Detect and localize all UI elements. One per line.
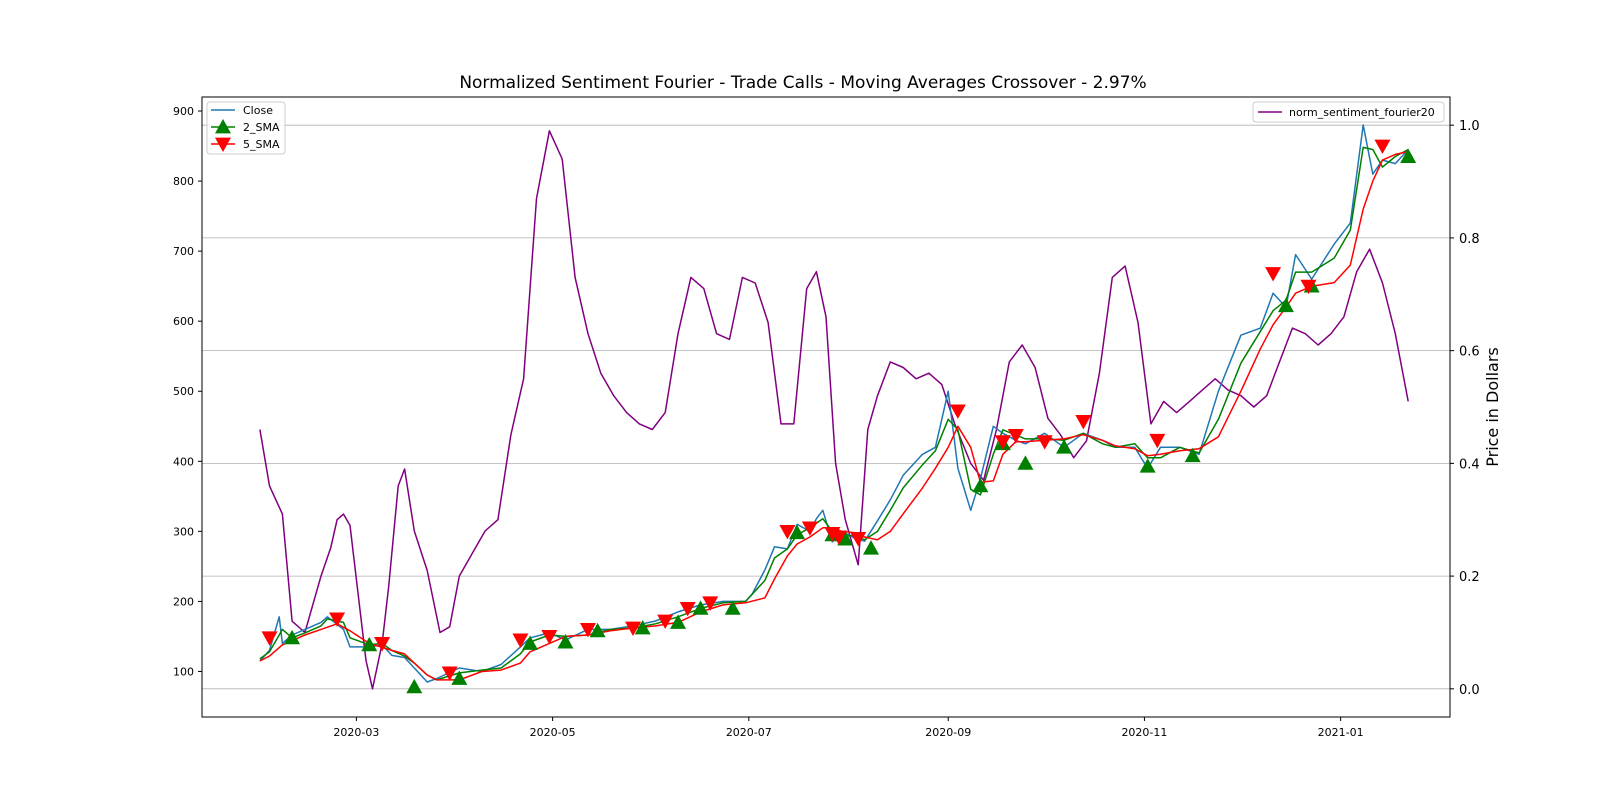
- sell-signal-marker: [541, 630, 558, 645]
- buy-signal-marker: [1277, 297, 1294, 313]
- buy-signal-marker: [1139, 458, 1156, 473]
- y-left-tick-label: 200: [173, 595, 194, 608]
- sell-signal-marker: [779, 524, 796, 540]
- sell-signal-marker: [679, 602, 696, 617]
- x-tick-label: 2020-11: [1121, 726, 1167, 739]
- legend-label: norm_sentiment_fourier20: [1289, 106, 1435, 119]
- y-right-tick-label: 0.0: [1459, 683, 1480, 698]
- y-axis-right-label: Price in Dollars: [1483, 347, 1502, 467]
- series-close: [259, 124, 1409, 683]
- sell-signal-marker: [374, 637, 391, 652]
- sell-signal-marker: [329, 612, 346, 627]
- sell-signal-marker: [261, 631, 278, 646]
- buy-signal-marker: [724, 600, 741, 615]
- y-right-tick-label: 0.8: [1459, 232, 1480, 247]
- sell-signal-marker: [1374, 139, 1391, 155]
- buy-signal-marker: [557, 634, 574, 649]
- buy-signal-marker: [692, 600, 709, 615]
- y-right-tick-label: 0.4: [1459, 457, 1480, 472]
- buy-signal-marker: [837, 531, 854, 546]
- buy-signal-marker: [361, 636, 378, 652]
- y-right-tick-label: 0.2: [1459, 570, 1480, 585]
- buy-signal-marker: [789, 524, 806, 540]
- buy-signal-marker: [284, 629, 301, 645]
- sell-signal-marker: [1300, 279, 1317, 295]
- sell-signal-marker: [512, 633, 529, 648]
- y-left-tick-label: 100: [173, 665, 194, 678]
- signal-markers: [261, 139, 1417, 694]
- sell-signal-marker: [850, 531, 867, 547]
- y-left-tick-label: 300: [173, 525, 194, 538]
- buy-signal-marker: [634, 620, 651, 635]
- buy-signal-marker: [1017, 455, 1034, 470]
- buy-signal-marker: [589, 622, 606, 638]
- sell-signal-marker: [625, 621, 642, 637]
- sell-signal-marker: [441, 666, 458, 681]
- legend-right-frame: [1252, 101, 1445, 123]
- x-axis: 2020-03 2020-05 2020-07 2020-09 2020-11 2021-…: [333, 717, 1364, 739]
- buy-signal-marker: [670, 614, 687, 629]
- sell-signal-marker: [994, 435, 1011, 450]
- legend-label: 5_SMA: [243, 138, 280, 151]
- sell-signal-marker: [949, 404, 966, 419]
- sell-signal-marker: [702, 596, 719, 611]
- buy-signal-marker: [1056, 439, 1073, 454]
- x-tick-label: 2020-09: [925, 726, 971, 739]
- series-norm-sentiment-fourier20: [259, 130, 1409, 690]
- y-left-tick-label: 800: [173, 175, 194, 188]
- y-left-tick-label: 400: [173, 455, 194, 468]
- buy-signal-marker: [522, 635, 539, 650]
- y-left-tick-label: 600: [173, 315, 194, 328]
- legend-left: Close 2_SMA 5_SMA: [206, 101, 286, 155]
- y-left-tick-label: 700: [173, 245, 194, 258]
- legend-marker-down: [215, 137, 231, 152]
- x-tick-label: 2020-05: [530, 726, 576, 739]
- sell-signal-marker: [1149, 433, 1166, 449]
- y-axis-left: 100 200 300 400 500 600 700 800 900: [173, 105, 202, 678]
- x-tick-label: 2021-01: [1318, 726, 1364, 739]
- y-left-tick-label: 900: [173, 105, 194, 118]
- x-tick-label: 2020-03: [333, 726, 379, 739]
- x-tick-label: 2020-07: [726, 726, 772, 739]
- sell-signal-marker: [1265, 267, 1282, 282]
- legend-label: 2_SMA: [243, 121, 280, 134]
- sell-signal-marker: [1075, 414, 1092, 430]
- plot-frame: [201, 96, 1451, 718]
- sell-signal-marker: [801, 521, 818, 536]
- sell-signal-marker: [830, 530, 847, 545]
- buy-signal-marker: [1400, 148, 1417, 163]
- y-axis-right: 0.0 0.2 0.4 0.6 0.8 1.0: [1450, 119, 1480, 698]
- legend-marker-up: [215, 119, 231, 134]
- sell-signal-marker: [1007, 428, 1024, 444]
- chart-title: Normalized Sentiment Fourier - Trade Cal…: [459, 73, 1146, 93]
- buy-signal-marker: [972, 477, 989, 493]
- buy-signal-marker: [451, 670, 468, 685]
- buy-signal-marker: [406, 678, 423, 694]
- y-right-tick-label: 0.6: [1459, 345, 1480, 360]
- sell-signal-marker: [579, 623, 596, 638]
- sell-signal-marker: [1036, 435, 1053, 450]
- legend-right: norm_sentiment_fourier20: [1252, 101, 1445, 123]
- buy-signal-marker: [863, 540, 880, 555]
- y-left-tick-label: 500: [173, 385, 194, 398]
- series-5-sma: [259, 150, 1409, 681]
- sell-signal-marker: [657, 614, 674, 630]
- legend-label: Close: [243, 104, 273, 117]
- y-right-tick-label: 1.0: [1459, 119, 1480, 134]
- buy-signal-marker: [1184, 447, 1201, 463]
